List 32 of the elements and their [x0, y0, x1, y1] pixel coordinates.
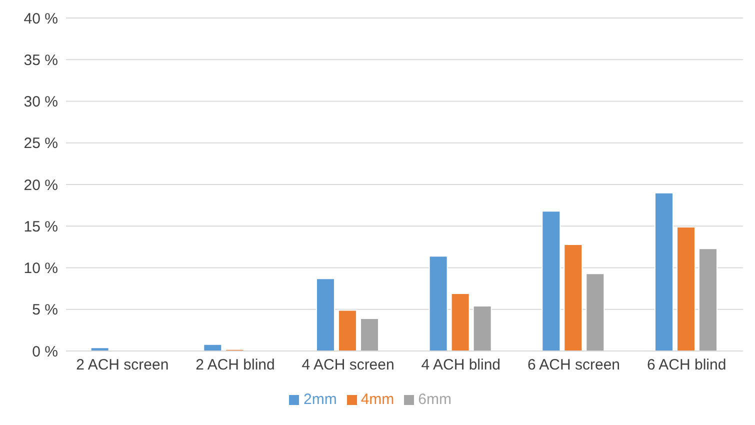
y-tick-label: 20 %: [24, 176, 58, 194]
x-tick-label: 6 ACH screen: [527, 356, 620, 374]
bar: [90, 347, 110, 351]
x-tick-label: 2 ACH screen: [76, 356, 169, 374]
y-tick-label: 0 %: [32, 343, 58, 360]
bar: [586, 273, 605, 351]
bar: [450, 293, 470, 351]
bar: [428, 256, 448, 351]
bar: [676, 226, 696, 351]
bar: [564, 244, 583, 351]
x-tick-label: 6 ACH blind: [646, 356, 726, 374]
bar: [203, 344, 222, 351]
y-tick-label: 35 %: [24, 52, 58, 69]
y-tick-label: 40 %: [24, 10, 58, 28]
bar: [542, 210, 561, 351]
bar: [316, 278, 335, 351]
bar: [360, 318, 379, 351]
y-tick-label: 30 %: [24, 94, 58, 111]
y-tick-label: 25 %: [24, 135, 58, 152]
legend-label: 2mm: [303, 391, 337, 408]
x-tick-label: 2 ACH blind: [196, 356, 275, 374]
y-tick-label: 15 %: [24, 218, 58, 236]
legend-label: 6mm: [418, 391, 452, 408]
y-tick-label: 5 %: [32, 302, 58, 319]
bar: [654, 192, 674, 351]
y-tick-label: 10 %: [24, 260, 58, 278]
bar: [472, 306, 492, 351]
x-tick-label: 4 ACH blind: [421, 356, 501, 374]
x-tick-label: 4 ACH screen: [302, 356, 394, 374]
legend-label: 4mm: [360, 391, 394, 408]
bar: [338, 310, 357, 351]
bar: [698, 248, 718, 351]
